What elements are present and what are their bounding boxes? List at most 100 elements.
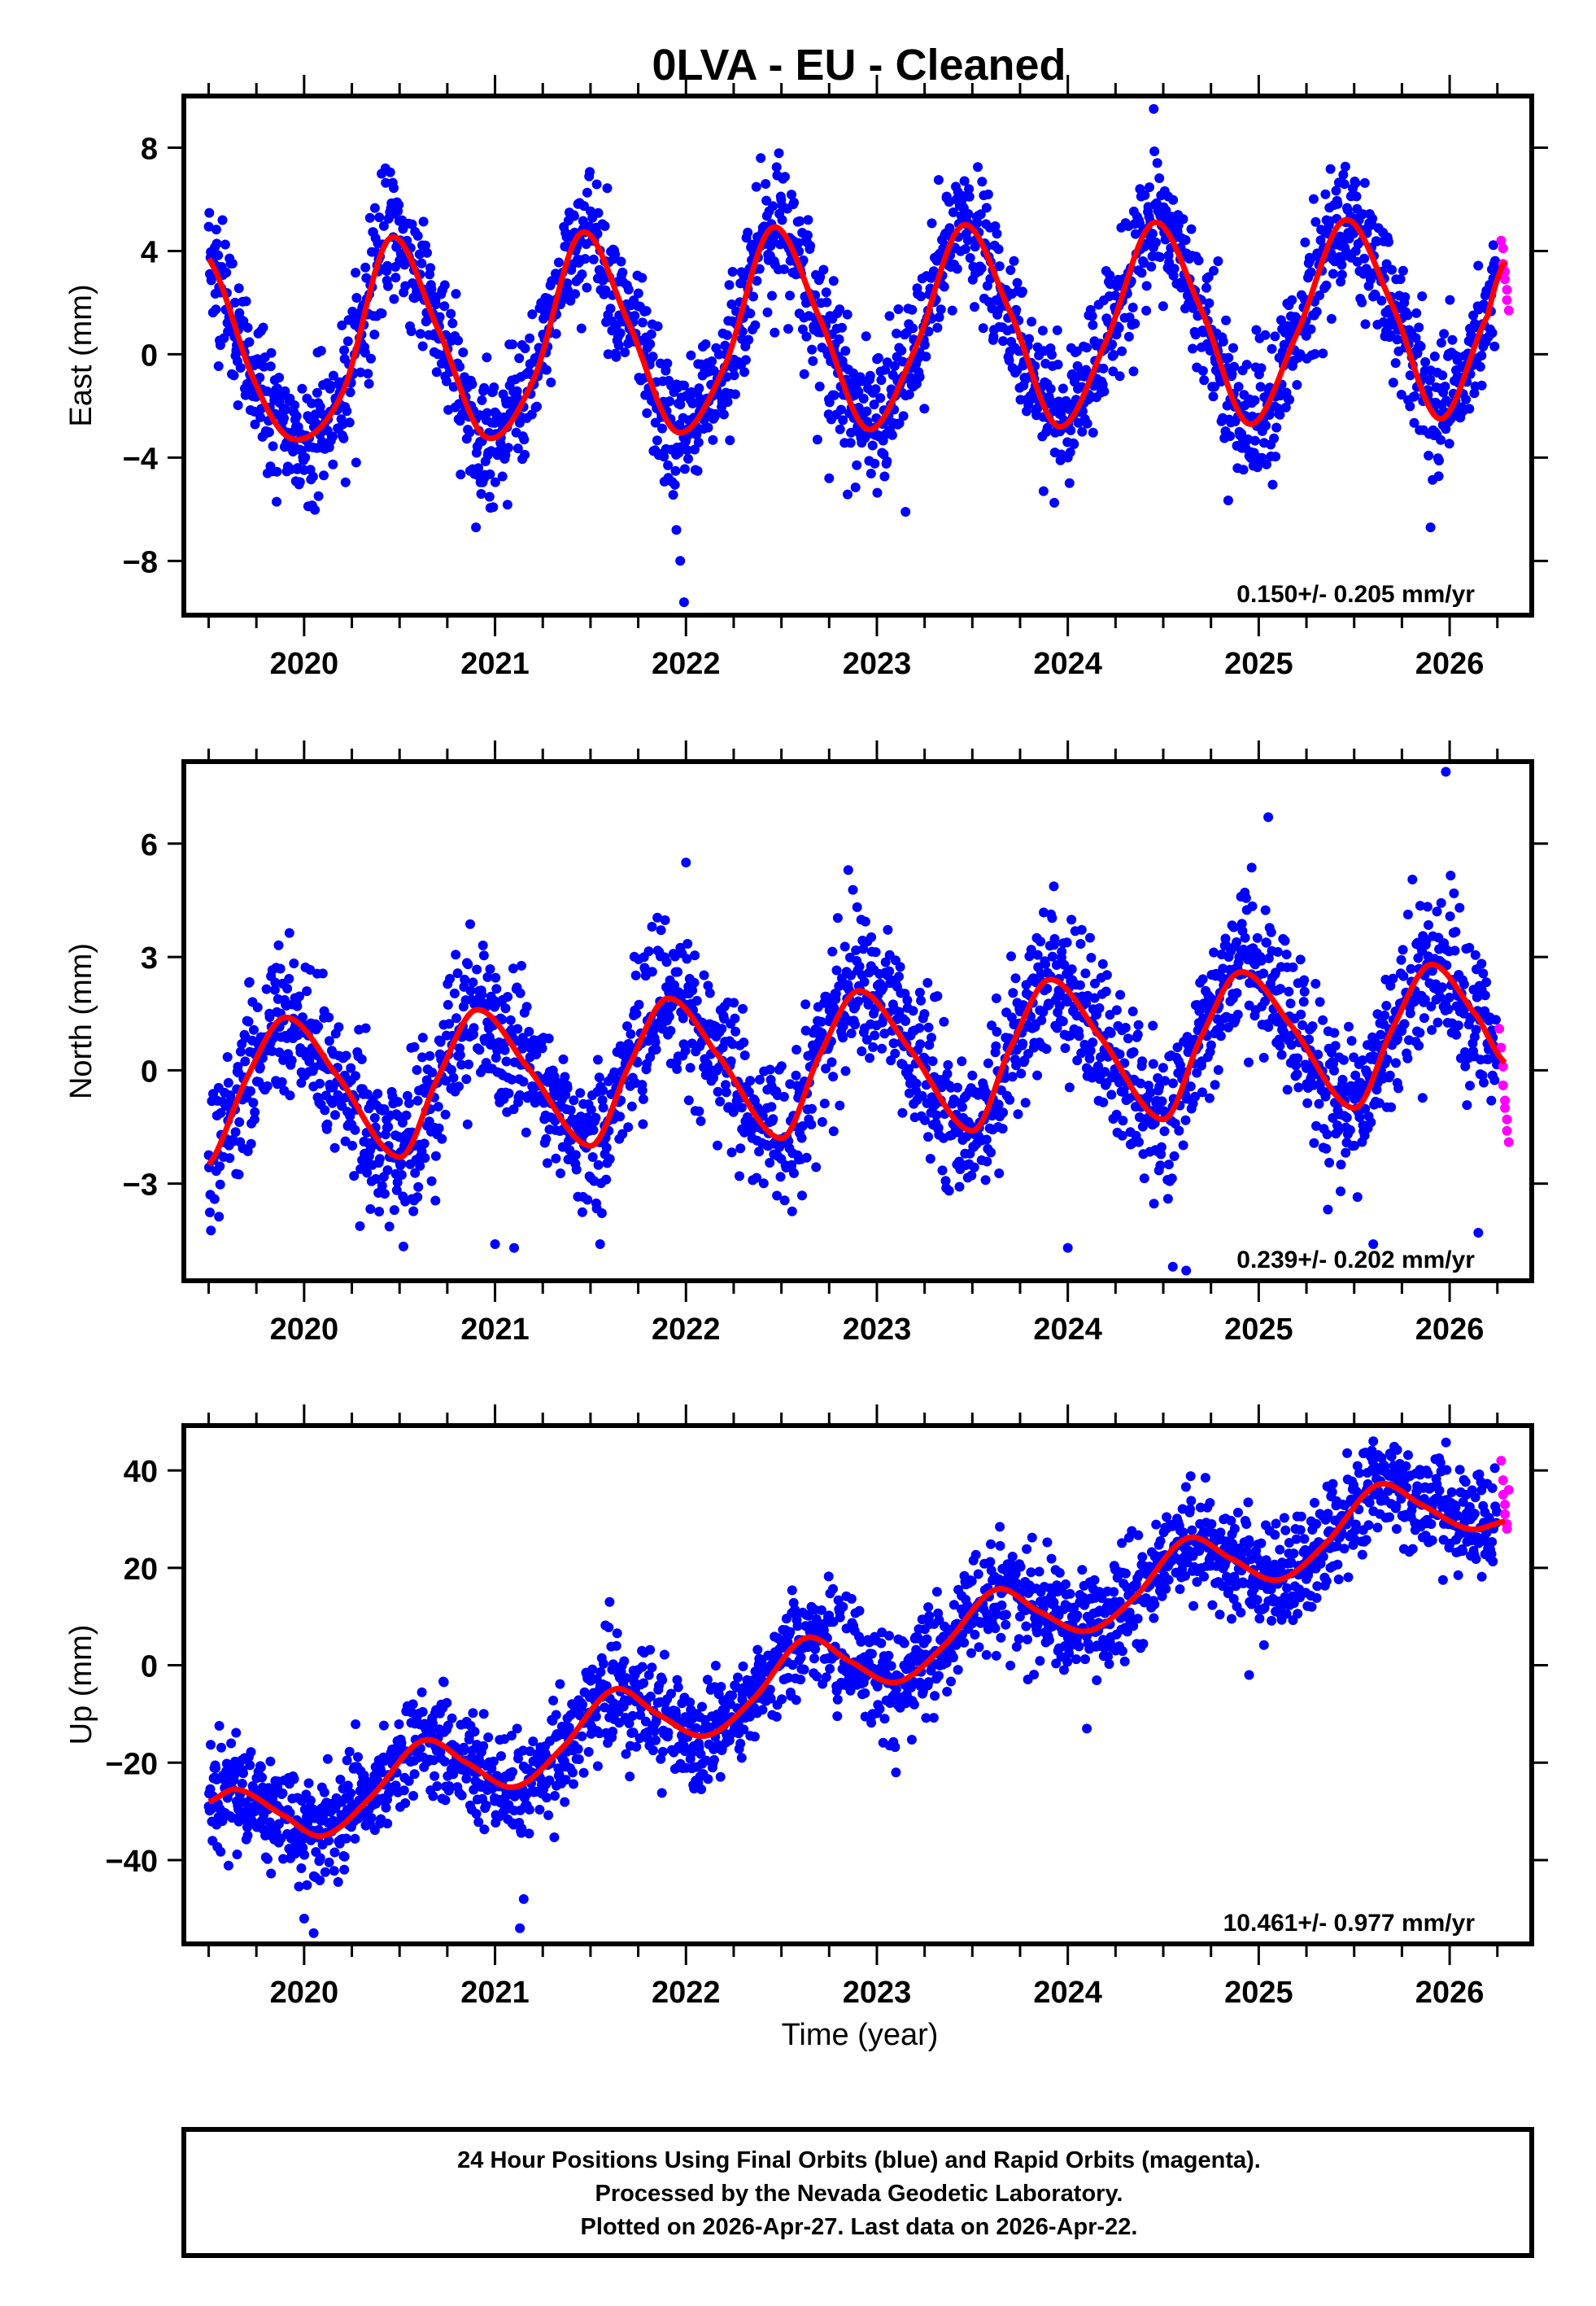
- up-data-point: [216, 1846, 226, 1857]
- east-data-point: [665, 396, 675, 407]
- north-data-point: [1232, 937, 1242, 947]
- north-data-point: [1197, 974, 1208, 985]
- north-data-point: [682, 954, 692, 964]
- east-data-point: [1444, 439, 1454, 449]
- north-data-point: [412, 1095, 423, 1106]
- north-data-point: [426, 1176, 437, 1186]
- east-data-point: [319, 470, 329, 481]
- north-data-point: [838, 1021, 848, 1032]
- north-data-point: [249, 1114, 259, 1125]
- north-data-point: [848, 884, 858, 895]
- east-data-point: [307, 471, 318, 482]
- east-data-point: [525, 333, 535, 343]
- east-data-point: [582, 282, 592, 293]
- north-data-point: [298, 1012, 307, 1023]
- north-data-point: [755, 1074, 765, 1085]
- north-data-point: [1118, 1116, 1128, 1126]
- north-data-point: [391, 1185, 402, 1195]
- east-data-point: [896, 345, 907, 356]
- east-data-point: [1260, 330, 1271, 340]
- north-data-point: [433, 1102, 443, 1112]
- east-data-point: [344, 417, 355, 428]
- north-data-point: [1281, 950, 1292, 959]
- north-data-point: [647, 921, 657, 932]
- up-data-point: [341, 1833, 351, 1844]
- north-data-point: [735, 1171, 744, 1181]
- x-tick-label: 2026: [1415, 647, 1485, 681]
- north-data-point: [866, 932, 877, 942]
- up-data-point: [305, 1795, 316, 1806]
- north-data-point: [1168, 1078, 1178, 1089]
- east-data-point: [669, 479, 680, 490]
- north-data-point: [1402, 909, 1413, 919]
- north-data-point: [570, 1150, 581, 1160]
- north-data-point: [687, 985, 698, 996]
- north-data-point: [243, 1016, 254, 1027]
- east-data-point: [217, 215, 228, 225]
- north-data-point: [575, 1088, 586, 1098]
- east-data-point: [290, 400, 300, 410]
- north-data-point: [1358, 1055, 1367, 1065]
- up-data-point: [350, 1833, 360, 1844]
- east-data-point: [1011, 304, 1022, 315]
- north-data-point: [593, 1160, 604, 1170]
- north-data-point: [1349, 1052, 1359, 1063]
- north-data-point: [1246, 863, 1257, 873]
- east-rapid-point: [1500, 274, 1511, 285]
- east-data-point: [490, 477, 500, 487]
- north-data-point: [1039, 907, 1049, 918]
- north-data-point: [922, 977, 933, 988]
- y-tick-label: −8: [123, 545, 158, 579]
- east-data-point: [1338, 169, 1349, 180]
- north-data-point: [1132, 1029, 1143, 1040]
- north-data-point: [787, 1206, 797, 1216]
- east-data-point: [526, 409, 537, 420]
- north-data-point: [962, 1131, 972, 1142]
- north-data-point: [1414, 1041, 1424, 1051]
- east-data-point: [646, 329, 656, 339]
- east-data-point: [434, 312, 445, 322]
- north-data-point: [1311, 1120, 1321, 1131]
- north-data-point: [660, 915, 670, 925]
- north-data-point: [1005, 1094, 1015, 1105]
- north-data-point: [870, 947, 881, 958]
- east-data-point: [291, 411, 302, 421]
- north-outlier-point: [1441, 766, 1451, 777]
- north-data-point: [1148, 1020, 1158, 1031]
- north-data-point: [465, 919, 475, 929]
- east-data-point: [337, 320, 347, 330]
- north-data-point: [954, 1181, 965, 1192]
- east-marks: [203, 103, 1514, 608]
- east-data-point: [882, 456, 892, 466]
- east-data-point: [829, 390, 839, 400]
- north-data-point: [819, 1098, 830, 1109]
- east-data-point: [1049, 497, 1060, 508]
- east-data-point: [726, 299, 737, 309]
- up-data-point: [324, 1857, 334, 1867]
- east-data-point: [818, 264, 829, 275]
- north-data-point: [1232, 988, 1242, 998]
- north-data-point: [1451, 1029, 1462, 1040]
- east-data-point: [1321, 280, 1332, 290]
- north-data-point: [939, 1016, 949, 1027]
- north-data-point: [598, 1085, 608, 1095]
- north-data-point: [1084, 1053, 1095, 1063]
- north-data-point: [1359, 1130, 1370, 1141]
- north-data-point: [672, 1063, 682, 1074]
- north-data-point: [994, 1168, 1005, 1178]
- east-data-point: [838, 415, 848, 426]
- north-data-point: [586, 1104, 596, 1115]
- east-data-point: [842, 309, 853, 320]
- east-data-point: [783, 324, 793, 334]
- north-rapid-orbit-points: [1494, 1024, 1514, 1147]
- north-data-point: [1197, 1087, 1207, 1098]
- north-data-point: [235, 1046, 246, 1057]
- east-data-point: [992, 229, 1002, 239]
- east-data-point: [345, 387, 355, 398]
- north-data-point: [1026, 945, 1036, 955]
- north-data-point: [868, 1042, 879, 1052]
- east-data-point: [569, 211, 579, 221]
- north-data-point: [1057, 946, 1067, 957]
- east-data-point: [339, 345, 350, 356]
- north-data-point: [1435, 992, 1446, 1002]
